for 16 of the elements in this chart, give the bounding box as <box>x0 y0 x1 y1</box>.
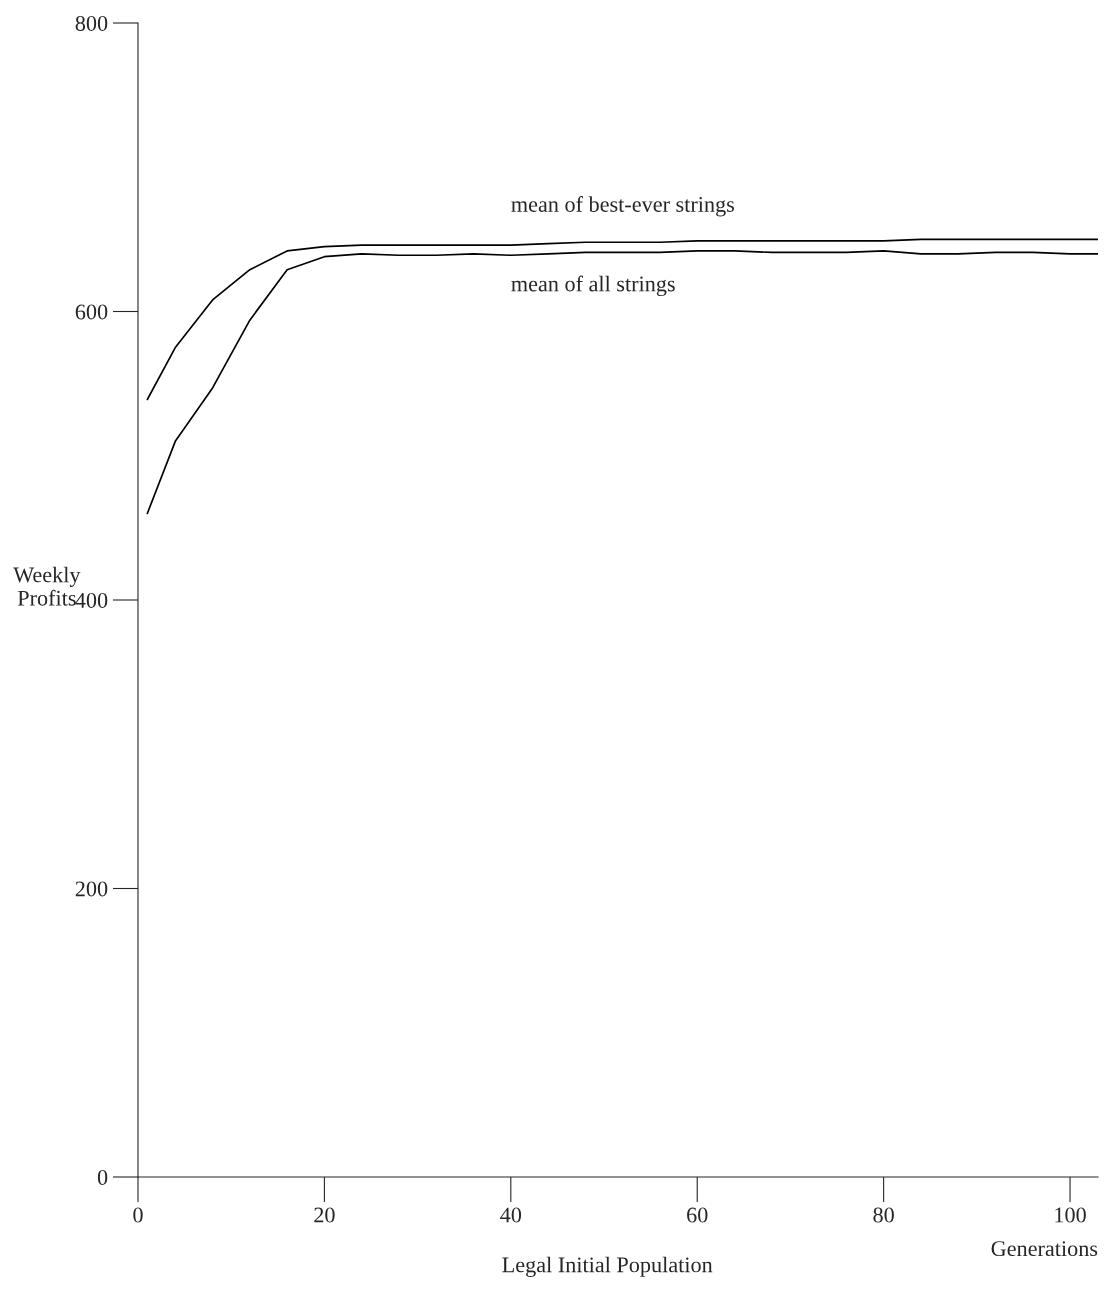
x-tick-label: 40 <box>500 1207 522 1223</box>
x-tick-label: 80 <box>873 1207 894 1223</box>
x-tick-label: 0 <box>133 1207 143 1223</box>
line-series <box>146 250 1098 515</box>
y-tick-label: 600 <box>75 304 108 320</box>
series-label: mean of best-ever strings <box>511 196 735 217</box>
x-tick-label: 60 <box>687 1207 708 1223</box>
x-tick-label: 20 <box>314 1207 335 1223</box>
y-tick-label: 200 <box>75 881 108 897</box>
x-tick-label: 100 <box>1055 1207 1086 1223</box>
y-tick-label: 0 <box>97 1169 108 1185</box>
y-tick-label: 800 <box>75 15 108 31</box>
series-label: mean of all strings <box>511 275 675 297</box>
line-series <box>146 238 1098 401</box>
text: Legal Initial Population <box>502 1256 713 1277</box>
x-axis-title: Generations <box>991 1241 1098 1257</box>
